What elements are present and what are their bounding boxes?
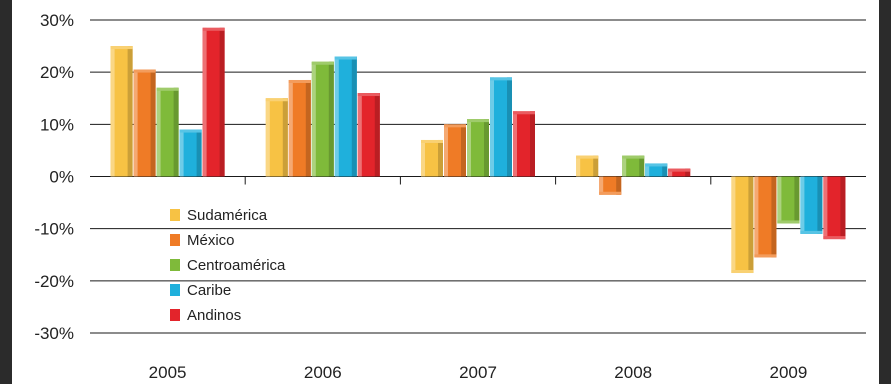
bar [754, 176, 777, 258]
bar [467, 119, 489, 177]
bar [622, 155, 645, 177]
x-tick-label: 2005 [149, 363, 187, 382]
legend-label: Andinos [187, 307, 241, 324]
bar [357, 93, 380, 177]
bar [311, 61, 334, 177]
bar [576, 155, 599, 177]
legend-swatch [170, 309, 180, 321]
y-tick-label: 10% [40, 115, 74, 134]
legend-label: México [187, 232, 235, 249]
y-tick-label: 30% [40, 11, 74, 30]
x-tick-label: 2007 [459, 363, 497, 382]
bar [202, 27, 225, 177]
legend-swatch [170, 259, 180, 271]
legend: Sudamérica México Centroamérica Caribe Andin… [170, 207, 286, 324]
y-tick-label: -10% [34, 220, 74, 239]
bar-chart: 30% 20% 10% 0% -10% -20% -30% 2005 2006 2007 2008 2… [34, 11, 866, 382]
chart-frame: 30% 20% 10% 0% -10% -20% -30% 2005 2006 2007 2008 2… [12, 0, 879, 384]
bar [179, 129, 202, 177]
y-tick-label: -30% [34, 324, 74, 343]
bar [156, 87, 179, 177]
legend-swatch [170, 234, 180, 246]
bar [800, 176, 823, 234]
bars [110, 27, 846, 274]
bar [777, 176, 800, 224]
bar [334, 56, 357, 177]
x-tick-label: 2008 [614, 363, 652, 382]
bar [599, 176, 622, 195]
legend-label: Centroamérica [187, 257, 286, 274]
x-tick-label: 2006 [304, 363, 342, 382]
bar [288, 79, 311, 177]
bar [110, 46, 133, 177]
x-tick-label: 2009 [769, 363, 807, 382]
bar [265, 98, 288, 177]
bar [645, 163, 668, 177]
bar [731, 176, 754, 274]
bar [823, 176, 846, 240]
bar [421, 139, 443, 177]
legend-label: Sudamérica [187, 207, 268, 224]
legend-label: Caribe [187, 282, 231, 299]
bar [668, 168, 691, 177]
y-tick-label: 0% [49, 168, 74, 187]
bar [444, 124, 466, 177]
bar [490, 77, 512, 177]
bar [133, 69, 156, 177]
legend-swatch [170, 284, 180, 296]
axes: 30% 20% 10% 0% -10% -20% -30% 2005 2006 2007 2008 2… [34, 11, 807, 382]
y-tick-label: 20% [40, 63, 74, 82]
legend-swatch [170, 209, 180, 221]
bar [513, 111, 535, 177]
y-tick-label: -20% [34, 272, 74, 291]
